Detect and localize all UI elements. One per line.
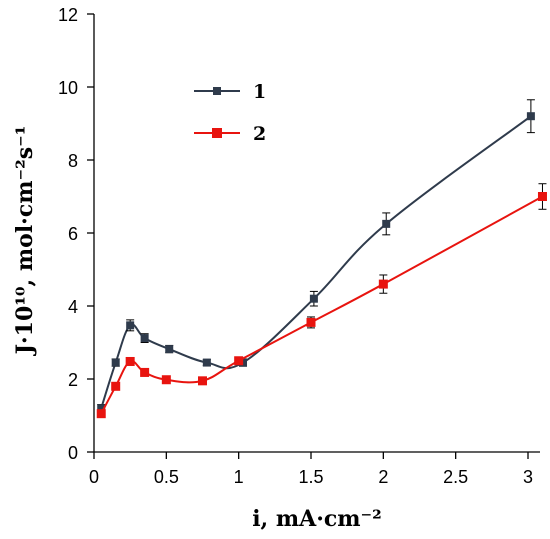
y-axis-title: J·10¹⁰, mol·cm⁻²s⁻¹ <box>12 126 38 357</box>
data-point <box>97 404 106 413</box>
series-2 <box>96 183 547 419</box>
x-axis-title: i, mA·cm⁻² <box>252 506 382 532</box>
x-tick-label: 0.5 <box>154 467 179 487</box>
y-tick-label: 2 <box>68 370 78 390</box>
data-point <box>161 375 171 385</box>
legend-marker <box>212 128 222 138</box>
y-tick-label: 6 <box>68 224 78 244</box>
legend-item-2: 2 <box>194 123 266 145</box>
x-tick-label: 1 <box>234 467 244 487</box>
legend-marker <box>213 87 221 95</box>
legend-item-1: 1 <box>194 81 266 103</box>
x-tick-label: 2.5 <box>443 467 468 487</box>
data-point <box>382 219 391 228</box>
data-point <box>140 367 150 377</box>
series-line <box>100 115 532 409</box>
x-tick-label: 3 <box>523 467 533 487</box>
data-point <box>111 358 120 367</box>
data-point <box>96 409 106 419</box>
x-tick-label: 0 <box>89 467 99 487</box>
data-point <box>126 321 135 330</box>
y-tick-label: 12 <box>58 5 78 25</box>
y-tick-label: 0 <box>68 443 78 463</box>
y-tick-label: 4 <box>68 297 78 317</box>
data-point <box>165 345 174 354</box>
x-tick-label: 2 <box>378 467 388 487</box>
data-point <box>306 317 316 327</box>
series-layer <box>96 99 547 419</box>
data-point <box>526 112 535 121</box>
legend: 12 <box>194 81 266 145</box>
data-point <box>125 356 135 366</box>
data-point <box>309 294 318 303</box>
x-tick-label: 1.5 <box>298 467 323 487</box>
legend-label: 2 <box>253 123 266 145</box>
data-point <box>234 356 244 366</box>
series-1 <box>97 99 535 413</box>
data-point <box>111 381 121 391</box>
axes <box>93 14 540 453</box>
data-point <box>198 376 207 386</box>
y-tick-label: 10 <box>58 78 78 98</box>
data-point <box>202 358 211 367</box>
x-ticks: 0 0.5 1 1.5 2 2.5 3 <box>89 452 533 487</box>
data-point <box>537 192 547 201</box>
data-point <box>140 334 149 343</box>
data-point <box>378 279 388 289</box>
y-tick-label: 8 <box>68 151 78 171</box>
legend-label: 1 <box>253 81 266 103</box>
y-ticks: 0 2 4 6 8 10 12 <box>58 5 94 463</box>
